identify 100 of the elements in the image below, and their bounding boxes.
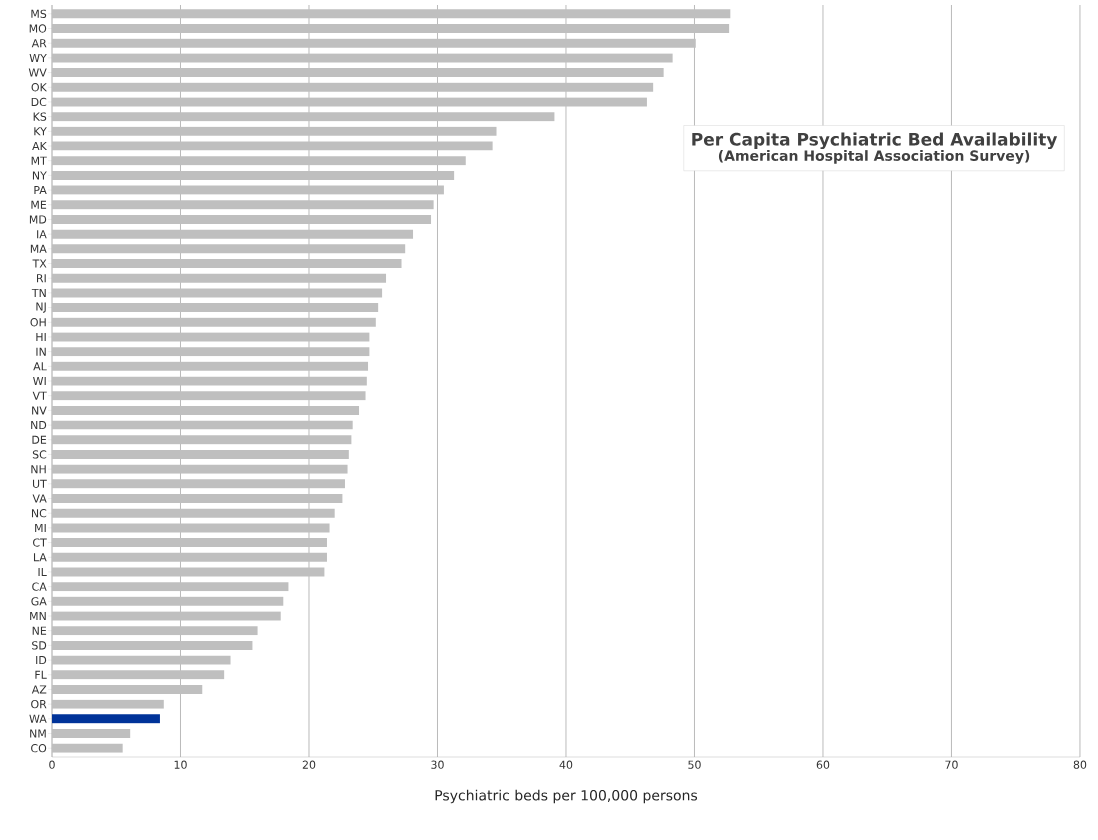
bar bbox=[52, 229, 414, 239]
bar bbox=[52, 170, 455, 180]
x-tick-label: 30 bbox=[431, 760, 444, 769]
bar bbox=[52, 449, 349, 459]
bar bbox=[52, 24, 730, 34]
bar bbox=[52, 729, 131, 739]
y-tick-label: NV bbox=[32, 406, 47, 415]
bar bbox=[52, 435, 352, 445]
y-tick-label: AR bbox=[31, 39, 47, 48]
bar bbox=[52, 611, 281, 621]
y-tick-label: KS bbox=[33, 112, 47, 121]
y-tick-label: NJ bbox=[36, 302, 46, 313]
y-tick-label: GA bbox=[31, 597, 47, 606]
y-tick-label: AZ bbox=[31, 685, 47, 694]
bar bbox=[52, 317, 376, 327]
bar bbox=[52, 508, 335, 518]
y-tick-label: MA bbox=[30, 244, 47, 253]
bar bbox=[52, 376, 367, 386]
bar bbox=[52, 670, 225, 680]
bar bbox=[52, 9, 731, 19]
bar bbox=[52, 244, 406, 254]
bar bbox=[52, 640, 253, 650]
bar bbox=[52, 156, 466, 166]
y-tick-label: CA bbox=[32, 582, 47, 591]
x-tick-label: 20 bbox=[302, 760, 316, 769]
y-tick-label: TN bbox=[31, 288, 46, 297]
bar bbox=[52, 655, 231, 665]
y-tick-label: VT bbox=[32, 391, 47, 400]
bar bbox=[52, 68, 664, 78]
bar bbox=[52, 214, 432, 224]
y-tick-label: OK bbox=[31, 83, 48, 92]
bar bbox=[52, 303, 379, 313]
bar bbox=[52, 494, 343, 504]
x-tick-label: 80 bbox=[1073, 760, 1087, 769]
y-tick-label: NH bbox=[31, 465, 46, 474]
x-tick-label: 60 bbox=[816, 760, 830, 769]
y-tick-label: NE bbox=[32, 626, 47, 635]
bar bbox=[52, 273, 387, 283]
bar bbox=[52, 538, 327, 548]
bar bbox=[52, 684, 203, 694]
y-tick-label: AK bbox=[32, 142, 48, 151]
text: (American Hospital Association Survey) bbox=[718, 150, 1030, 164]
y-tick-label: MD bbox=[29, 215, 47, 224]
bar bbox=[52, 82, 654, 92]
y-tick-label: UT bbox=[32, 479, 47, 488]
bar bbox=[52, 567, 325, 577]
bar bbox=[52, 523, 330, 533]
bar bbox=[52, 361, 369, 371]
y-tick-label: ME bbox=[31, 200, 47, 209]
bar bbox=[52, 391, 366, 401]
bar bbox=[52, 582, 289, 592]
x-axis-title: Psychiatric beds per 100,000 persons bbox=[435, 789, 698, 804]
y-tick-label: RI bbox=[37, 274, 46, 283]
y-tick-label: IN bbox=[36, 347, 46, 356]
y-tick-label: DE bbox=[32, 435, 47, 444]
x-tick-label: 50 bbox=[688, 760, 701, 769]
y-tick-label: HI bbox=[36, 332, 46, 341]
y-tick-label: CT bbox=[33, 538, 47, 547]
bar bbox=[52, 126, 497, 136]
y-tick-label: IL bbox=[38, 567, 47, 576]
y-tick-label: KY bbox=[34, 127, 47, 136]
y-tick-label: NC bbox=[31, 509, 47, 518]
bar bbox=[52, 552, 327, 562]
y-tick-label: VA bbox=[32, 494, 47, 503]
y-tick-label: OH bbox=[30, 318, 46, 327]
y-tick-label: WV bbox=[28, 68, 47, 77]
bar bbox=[52, 38, 696, 48]
bar bbox=[52, 626, 258, 636]
y-tick-label: LA bbox=[33, 553, 47, 562]
y-tick-label: MN bbox=[30, 612, 46, 621]
y-tick-label: TX bbox=[32, 259, 47, 268]
y-tick-label: CO bbox=[31, 744, 47, 753]
y-tick-label: MI bbox=[35, 523, 46, 532]
y-tick-label: NY bbox=[32, 171, 47, 180]
y-tick-label: WY bbox=[29, 53, 47, 62]
bar bbox=[52, 714, 160, 724]
x-tick-label: 40 bbox=[559, 760, 573, 769]
bar bbox=[52, 259, 402, 269]
text: Per Capita Psychiatric Bed Availability bbox=[692, 132, 1058, 150]
y-tick-label: NM bbox=[30, 729, 46, 738]
y-tick-label: IA bbox=[37, 230, 47, 239]
y-tick-label: FL bbox=[35, 670, 47, 679]
y-tick-label: MS bbox=[31, 9, 47, 18]
bar bbox=[52, 347, 370, 357]
x-tick-label: 70 bbox=[945, 760, 958, 769]
bar bbox=[52, 112, 555, 122]
y-tick-label: MO bbox=[29, 24, 47, 33]
y-tick-label: SD bbox=[32, 641, 47, 650]
y-tick-label: PA bbox=[34, 186, 47, 195]
y-tick-label: OR bbox=[31, 699, 47, 709]
y-tick-label: ND bbox=[31, 421, 47, 430]
bar bbox=[52, 288, 383, 298]
bar bbox=[52, 596, 284, 606]
y-tick-label: AL bbox=[33, 362, 47, 371]
bar bbox=[52, 405, 360, 415]
x-tick-label: 10 bbox=[174, 760, 187, 769]
y-tick-label: MT bbox=[31, 156, 47, 165]
y-tick-label: SC bbox=[32, 450, 47, 459]
y-tick-label: DC bbox=[31, 97, 47, 107]
bar bbox=[52, 200, 434, 210]
